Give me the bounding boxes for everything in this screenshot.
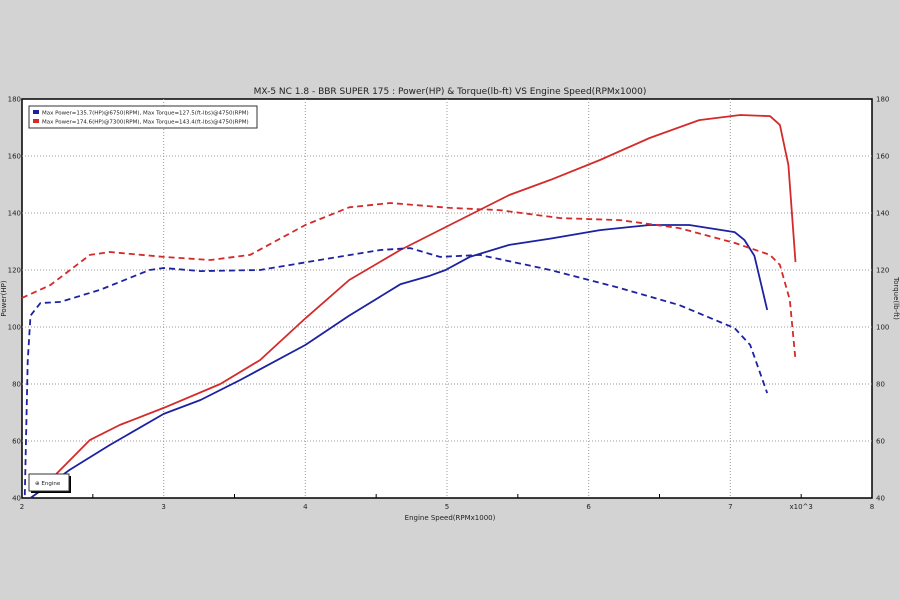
y-axis-label: Power(HP) — [0, 280, 8, 316]
y-tick-label: 60 — [12, 438, 21, 446]
y2-tick-label: 180 — [876, 96, 889, 104]
y-tick-label: 140 — [8, 210, 21, 218]
x-tick-label: 3 — [161, 503, 165, 511]
x-tick-label: 5 — [445, 503, 449, 511]
y2-tick-label: 40 — [876, 495, 885, 503]
y-tick-label: 100 — [8, 324, 21, 332]
y-tick-label: 40 — [12, 495, 21, 503]
y2-tick-label: 140 — [876, 210, 889, 218]
annotation-box — [28, 473, 70, 492]
y-tick-label: 160 — [8, 153, 21, 161]
y-tick-label: 120 — [8, 267, 21, 275]
x-scale-note: x10^3 — [789, 503, 812, 511]
x-tick-label: 2 — [20, 503, 24, 511]
x-tick-label: 6 — [586, 503, 591, 511]
y2-tick-label: 60 — [876, 438, 885, 446]
y-tick-label: 180 — [8, 96, 21, 104]
y2-tick-label: 120 — [876, 267, 889, 275]
y2-tick-label: 160 — [876, 153, 889, 161]
y-tick-label: 80 — [12, 381, 21, 389]
y2-tick-label: 80 — [876, 381, 885, 389]
torque-line-2 — [23, 247, 769, 496]
legend-swatch — [33, 110, 39, 114]
x-tick-label: 7 — [728, 503, 732, 511]
y2-tick-label: 100 — [876, 324, 889, 332]
y2-axis-label: Torque(lb-ft) — [892, 276, 900, 320]
x-tick-label: 4 — [303, 503, 308, 511]
annotation-label: ⊕ Engine — [35, 481, 61, 487]
legend — [28, 105, 258, 129]
legend-entry: Max Power=135.7(HP)@6750(RPM), Max Torqu… — [42, 111, 249, 117]
legend-swatch — [33, 119, 39, 123]
power-line-0 — [29, 224, 769, 499]
torque-line-3 — [21, 202, 797, 361]
chart-title: MX-5 NC 1.8 - BBR SUPER 175 : Power(HP) … — [253, 87, 647, 97]
x-tick-label: 8 — [870, 503, 874, 511]
legend-entry: Max Power=174.6(HP)@7300(RPM), Max Torqu… — [42, 120, 249, 126]
x-axis-label: Engine Speed(RPMx1000) — [405, 514, 496, 522]
